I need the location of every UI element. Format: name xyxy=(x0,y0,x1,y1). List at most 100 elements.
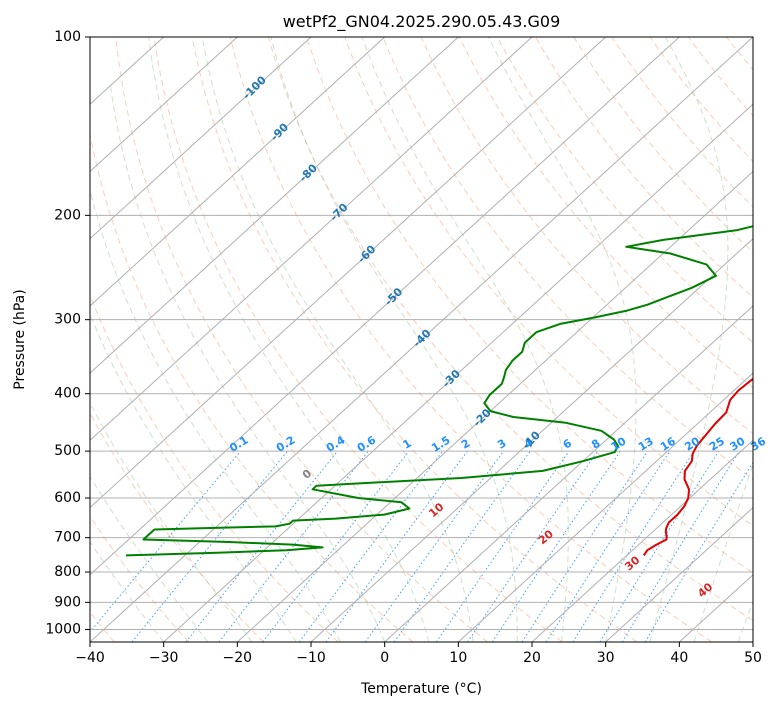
y-tick-label: 400 xyxy=(54,386,81,402)
x-tick-label: 50 xyxy=(744,650,762,666)
isotherm-gridline xyxy=(531,439,753,642)
moist-adiabat-line xyxy=(693,462,753,642)
mixing-ratio-label: 3 xyxy=(495,437,508,452)
x-tick-label: −30 xyxy=(149,650,179,666)
isotherm-gridline xyxy=(90,37,238,173)
moist-adiabat-line xyxy=(488,37,637,642)
mixing-ratio-line xyxy=(90,450,242,633)
x-tick-label: −10 xyxy=(296,650,326,666)
mixing-ratio-line xyxy=(364,450,505,642)
x-axis-title: Temperature (°C) xyxy=(360,681,482,697)
dry-adiabat-line xyxy=(90,515,190,642)
y-tick-label: 200 xyxy=(54,207,81,223)
dry-adiabat-line xyxy=(344,37,753,527)
moist-adiabat-line xyxy=(201,37,474,642)
dry-adiabat-line xyxy=(229,37,712,642)
x-tick-label: −40 xyxy=(75,650,105,666)
moist-adiabat-label: 10 xyxy=(426,500,446,520)
plot-frame xyxy=(89,36,754,643)
dry-adiabat-line xyxy=(535,37,753,298)
mixing-ratio-label: 2 xyxy=(459,437,472,452)
isotherm-gridline xyxy=(752,641,753,642)
isotherm-gridline xyxy=(90,37,459,374)
mixing-ratio-label: 0.2 xyxy=(274,433,297,454)
isotherm-gridline xyxy=(90,37,386,307)
mixing-ratio-line xyxy=(262,450,410,642)
moist-adiabat-line xyxy=(90,188,341,642)
dry-adiabat-line xyxy=(90,293,339,642)
moist-adiabat-line xyxy=(270,37,518,642)
moist-adiabat-line xyxy=(649,37,729,642)
moist-adiabat-line xyxy=(90,540,165,642)
dry-adiabat-line xyxy=(153,37,563,642)
dry-adiabat-line xyxy=(765,37,775,642)
y-tick-label: 800 xyxy=(54,564,81,580)
moist-adiabat-line xyxy=(361,37,569,642)
y-tick-label: 100 xyxy=(54,29,81,45)
dry-adiabat-line xyxy=(611,37,753,208)
mixing-ratio-line xyxy=(599,450,720,642)
mixing-ratio-label: 8 xyxy=(589,437,602,452)
y-tick-label: 900 xyxy=(54,594,81,610)
isotherm-gridline xyxy=(163,103,753,642)
temperature-profile-line xyxy=(642,377,753,556)
isotherm-gridline xyxy=(90,37,607,509)
background-lines xyxy=(90,37,775,642)
axis-ticks: −40 −30 −20 −10 0 10 20 30 40 5010020030040050060… xyxy=(45,29,762,666)
moist-adiabat-line xyxy=(148,37,430,642)
mixing-ratio-label: 1 xyxy=(400,437,413,452)
dry-adiabat-line xyxy=(573,37,753,253)
y-tick-label: 600 xyxy=(54,490,81,506)
data-series xyxy=(125,225,753,557)
x-tick-label: 40 xyxy=(670,650,688,666)
isotherm-gridline xyxy=(457,372,753,642)
mixing-ratio-line xyxy=(393,450,531,642)
x-tick-label: 30 xyxy=(597,650,615,666)
moist-adiabat-line xyxy=(90,401,253,642)
isotherm-gridline xyxy=(310,237,753,642)
dry-adiabat-line xyxy=(90,131,414,642)
dry-adiabat-line xyxy=(306,37,753,574)
y-tick-label: 700 xyxy=(54,530,81,546)
y-tick-label: 300 xyxy=(54,312,81,328)
mixing-ratio-label: 1.5 xyxy=(429,433,452,454)
isotherm-gridline xyxy=(605,506,753,642)
x-tick-label: 20 xyxy=(523,650,541,666)
dry-adiabat-line xyxy=(458,37,753,389)
isotherm-label: -100 xyxy=(240,73,269,102)
mixing-ratio-line xyxy=(644,461,753,642)
x-tick-label: 0 xyxy=(380,650,389,666)
mixing-ratio-line xyxy=(131,450,288,642)
mixing-ratio-line xyxy=(185,450,338,642)
dry-adiabat-line xyxy=(496,37,753,344)
dry-adiabat-line xyxy=(90,412,264,642)
isotherm-gridline xyxy=(90,37,312,240)
dewpoint-profile-line xyxy=(125,225,753,557)
moist-adiabat-line xyxy=(737,600,753,642)
y-tick-label: 1000 xyxy=(45,621,81,637)
dry-adiabat-line xyxy=(649,37,753,163)
isotherm-gridline xyxy=(90,37,680,576)
dry-adiabat-line xyxy=(191,37,638,642)
isotherm-gridline xyxy=(236,170,753,642)
isotherm-gridline xyxy=(90,37,533,442)
dry-adiabat-line xyxy=(382,37,753,481)
moist-adiabat-label: 40 xyxy=(695,580,715,600)
mixing-ratio-line xyxy=(435,450,570,642)
moist-adiabat-line xyxy=(90,475,209,642)
x-tick-label: −20 xyxy=(223,650,253,666)
x-tick-label: 10 xyxy=(449,650,467,666)
mixing-ratio-line xyxy=(467,450,599,642)
dry-adiabat-line xyxy=(420,37,753,435)
mixing-ratio-line xyxy=(491,450,621,642)
moist-adiabat-label: 20 xyxy=(536,527,556,547)
dry-adiabat-line xyxy=(687,37,753,117)
chart-title: wetPf2_GN04.2025.290.05.43.G09 xyxy=(283,12,561,32)
mixing-ratio-line xyxy=(621,450,740,642)
dry-adiabat-line xyxy=(726,37,753,71)
mixing-ratio-line xyxy=(218,450,369,642)
y-axis-title: Pressure (hPa) xyxy=(12,289,28,389)
isotherm-gridline xyxy=(384,305,753,642)
mixing-ratio-line xyxy=(572,450,695,642)
